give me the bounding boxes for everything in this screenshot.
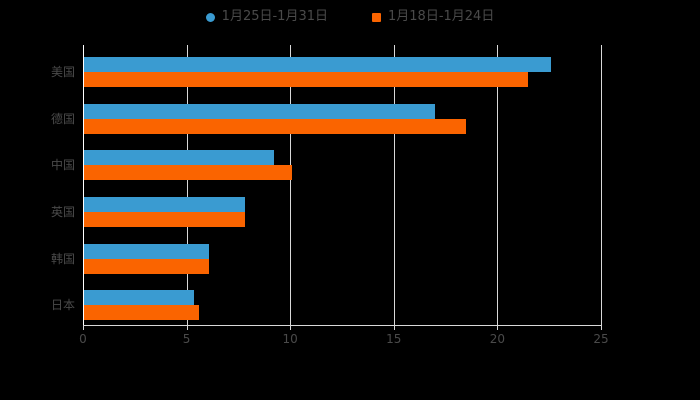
y-axis-label-中国: 中国 [50, 158, 75, 173]
x-axis-tick-label-0: 0 [79, 332, 87, 346]
gridline-15 [393, 45, 395, 325]
bar-中国-series-1[interactable] [83, 165, 293, 181]
y-axis-label-美国: 美国 [50, 65, 75, 79]
bar-美国-series-0[interactable] [83, 57, 552, 72]
legend-label-series-1: 1月18日-1月24日 [388, 9, 495, 24]
bar-中国-series-0[interactable] [83, 150, 274, 166]
x-axis-line [83, 325, 602, 326]
plot-area [83, 45, 602, 325]
legend-item-series-0[interactable]: 1月25日-1月31日 [205, 9, 328, 24]
x-axis-tick-label-25: 25 [593, 332, 609, 346]
x-axis-tick-mark-15 [393, 325, 395, 330]
bar-日本-series-1[interactable] [83, 305, 200, 321]
x-axis-tick-mark-10 [290, 325, 292, 330]
x-axis-tick-mark-20 [497, 325, 499, 330]
legend-circle-marker-icon [205, 12, 215, 22]
x-axis-tick-label-10: 10 [282, 332, 298, 346]
y-axis-label-德国: 德国 [50, 111, 75, 126]
bar-美国-series-1[interactable] [83, 72, 529, 87]
bar-英国-series-1[interactable] [83, 212, 245, 227]
legend-label-series-0: 1月25日-1月31日 [221, 9, 328, 24]
y-axis-line [83, 45, 84, 325]
bar-韩国-series-0[interactable] [83, 243, 210, 259]
legend-square-marker-icon [372, 12, 381, 22]
bar-德国-series-1[interactable] [83, 118, 467, 134]
x-axis-tick-labels: 0 5 10 15 20 25 [0, 332, 700, 352]
x-axis-tick-label-20: 20 [489, 332, 506, 346]
x-axis-tick-mark-25 [601, 325, 602, 330]
x-axis-tick-label-15: 15 [386, 332, 402, 346]
x-axis-tick-mark-0 [83, 325, 84, 330]
bar-韩国-series-1[interactable] [83, 258, 210, 274]
y-axis-category-labels: 美国德国中国英国韩国日本 [0, 45, 75, 325]
chart-legend: 1月25日-1月31日 1月18日-1月24日 [0, 6, 700, 28]
legend-item-series-1[interactable]: 1月18日-1月24日 [372, 10, 494, 24]
y-axis-label-韩国: 韩国 [50, 251, 75, 266]
gridline-25 [601, 45, 602, 325]
bar-英国-series-0[interactable] [83, 197, 245, 212]
gridline-5 [186, 45, 188, 325]
x-axis-tick-label-5: 5 [182, 332, 191, 346]
bar-日本-series-0[interactable] [83, 290, 194, 306]
gridline-10 [290, 45, 292, 325]
y-axis-label-英国: 英国 [50, 205, 75, 219]
x-axis-tick-mark-5 [186, 325, 188, 330]
y-axis-label-日本: 日本 [50, 298, 75, 313]
bar-德国-series-0[interactable] [83, 103, 436, 119]
gridline-20 [497, 45, 499, 325]
